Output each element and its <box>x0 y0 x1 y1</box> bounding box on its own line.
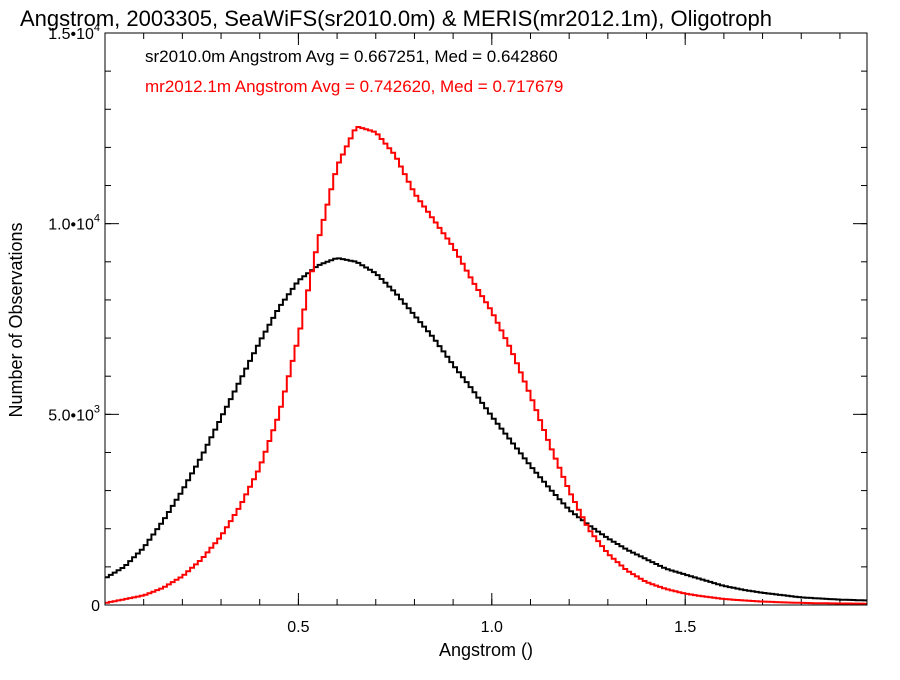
series-lines <box>105 126 867 605</box>
y-tick-label: 5.0•103 <box>48 403 100 424</box>
x-tick-label: 1.5 <box>674 619 696 636</box>
y-tick-mantissa: 1.5•10 <box>48 26 94 43</box>
y-tick-exponent: 3 <box>94 403 100 415</box>
y-tick-exponent: 4 <box>94 22 100 34</box>
x-tick-label: 1.0 <box>481 619 503 636</box>
series-annotation-mr2012: mr2012.1m Angstrom Avg = 0.742620, Med =… <box>145 77 563 96</box>
y-tick-mantissa: 5.0•10 <box>48 407 94 424</box>
series-annotation-sr2010: sr2010.0m Angstrom Avg = 0.667251, Med =… <box>145 47 558 66</box>
y-tick-label: 0 <box>91 598 100 615</box>
y-tick-exponent: 4 <box>94 213 100 225</box>
plot-frame <box>104 32 868 606</box>
chart-title: Angstrom, 2003305, SeaWiFS(sr2010.0m) & … <box>20 6 772 31</box>
y-axis-title: Number of Observations <box>6 222 26 417</box>
y-tick-label: 1.5•104 <box>48 22 100 43</box>
series-line-sr2010.0m <box>105 257 867 602</box>
y-tick-label: 1.0•104 <box>48 213 100 234</box>
x-tick-label: 0.5 <box>287 619 309 636</box>
y-tick-mantissa: 1.0•10 <box>48 217 94 234</box>
y-tick-mantissa: 0 <box>91 598 100 615</box>
x-axis-title: Angstrom () <box>439 640 533 660</box>
series-line-mr2012.1m <box>105 126 867 605</box>
